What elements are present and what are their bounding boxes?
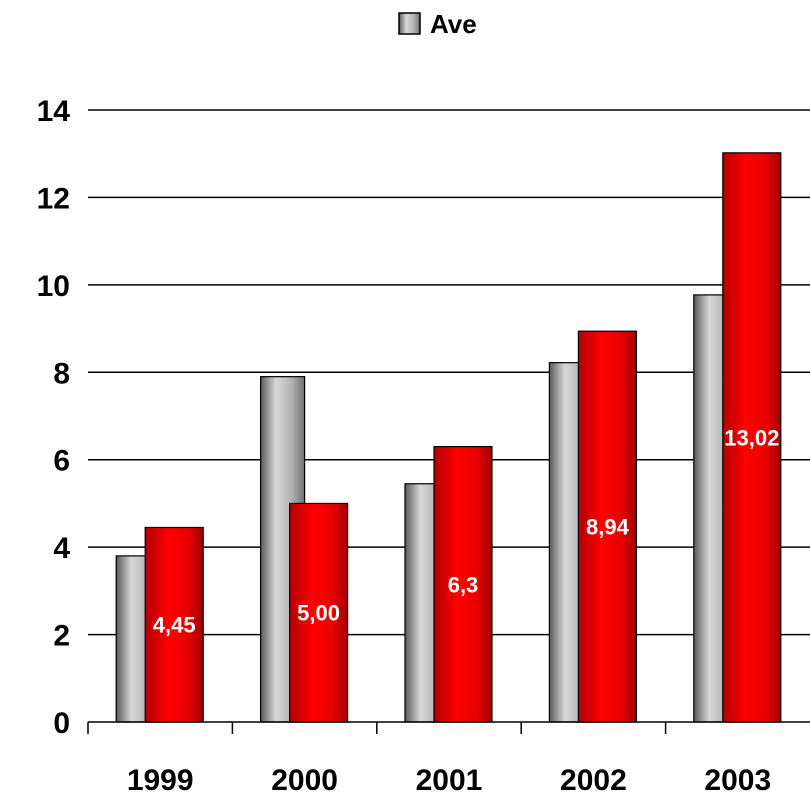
y-tick-label: 0 bbox=[53, 707, 70, 740]
x-tick-label: 2003 bbox=[704, 764, 771, 796]
data-label: 4,45 bbox=[153, 613, 196, 638]
bar-red-2002 bbox=[577, 330, 638, 723]
x-tick-label: 2001 bbox=[416, 764, 483, 796]
y-tick-label: 8 bbox=[53, 357, 70, 390]
legend: Ave bbox=[398, 9, 477, 39]
y-axis-ticks: 0 2 4 6 8 10 12 14 bbox=[37, 95, 71, 740]
y-tick-label: 10 bbox=[37, 270, 70, 303]
bar-red-2000 bbox=[289, 502, 349, 723]
bar-red-1999 bbox=[144, 526, 204, 723]
bar-red-2003 bbox=[722, 152, 782, 723]
data-label: 5,00 bbox=[297, 601, 340, 626]
legend-swatch bbox=[398, 12, 421, 35]
bar-red-2001 bbox=[433, 446, 493, 723]
x-tick-label: 1999 bbox=[127, 764, 194, 796]
data-label: 13,02 bbox=[724, 425, 779, 450]
y-tick-label: 2 bbox=[53, 620, 70, 653]
y-tick-label: 4 bbox=[53, 532, 70, 565]
y-tick-label: 14 bbox=[37, 95, 71, 128]
data-label: 8,94 bbox=[586, 515, 630, 540]
x-axis: 1999 2000 2001 2002 2003 bbox=[87, 721, 810, 796]
y-tick-label: 6 bbox=[53, 445, 70, 478]
x-tick-label: 2002 bbox=[560, 764, 627, 796]
x-tick-label: 2000 bbox=[271, 764, 338, 796]
data-labels: 4,45 5,00 6,3 8,94 13,02 bbox=[153, 425, 780, 637]
y-tick-label: 12 bbox=[37, 182, 70, 215]
bars bbox=[115, 152, 782, 723]
data-label: 6,3 bbox=[448, 572, 479, 597]
legend-label: Ave bbox=[430, 9, 477, 39]
